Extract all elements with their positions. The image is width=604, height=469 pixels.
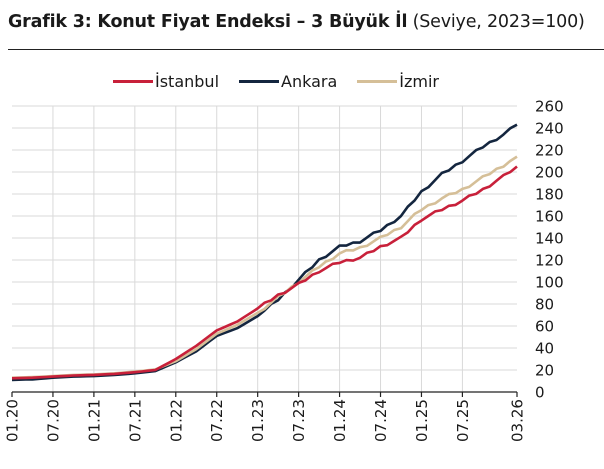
x-tick-label: 07.20	[44, 399, 62, 442]
y-tick-label: 100	[535, 274, 564, 292]
x-tick-label: 07.24	[372, 399, 390, 442]
y-tick-label: 240	[535, 120, 564, 138]
x-tick-label: 07.25	[454, 399, 472, 442]
y-tick-label: 40	[535, 340, 554, 358]
y-tick-label: 140	[535, 230, 564, 248]
chart-gridlines	[12, 105, 517, 392]
legend-swatch-istanbul	[113, 80, 153, 83]
series-line-İzmir	[11, 155, 518, 379]
x-tick-label: 07.22	[208, 399, 226, 442]
legend-label-izmir: İzmir	[399, 72, 440, 91]
y-tick-label: 160	[535, 208, 564, 226]
chart-series	[11, 123, 518, 382]
y-tick-label: 180	[535, 186, 564, 204]
x-tick-label: 01.20	[4, 399, 22, 442]
legend-swatch-ankara	[239, 80, 280, 83]
y-tick-label: 120	[535, 252, 564, 270]
x-tick-label: 01.22	[167, 399, 185, 442]
legend-label-ankara: Ankara	[281, 72, 338, 91]
y-tick-label: 60	[535, 318, 554, 336]
chart-axes: 0 20 40 60 80 100 120 140 160 180 200 220 240 260 01.2…	[4, 98, 564, 443]
legend-swatch-izmir	[357, 80, 398, 83]
x-tick-label: 01.21	[85, 399, 103, 442]
chart-title-bold: Grafik 3: Konut Fiyat Endeksi – 3 Büyük …	[8, 12, 408, 32]
y-tick-label: 220	[535, 142, 564, 160]
x-tick-label: 01.24	[331, 399, 349, 442]
series-line-Ankara	[11, 123, 518, 382]
x-tick-label: 07.21	[126, 399, 144, 442]
legend-item-izmir: İzmir	[357, 72, 439, 91]
y-tick-label: 0	[535, 384, 545, 402]
title-divider	[8, 49, 604, 50]
x-tick-label: 03.26	[509, 399, 527, 442]
chart-title-subtitle: (Seviye, 2023=100)	[407, 12, 585, 32]
chart-title: Grafik 3: Konut Fiyat Endeksi – 3 Büyük …	[8, 12, 585, 32]
series-line-İstanbul	[11, 165, 518, 380]
y-tick-label: 20	[535, 362, 554, 380]
x-tick-label: 07.23	[290, 399, 308, 442]
y-tick-label: 260	[535, 98, 564, 116]
y-tick-label: 200	[535, 164, 564, 182]
x-tick-label: 01.23	[249, 399, 267, 442]
legend-label-istanbul: İstanbul	[155, 72, 220, 91]
x-tick-label: 01.25	[413, 399, 431, 442]
y-tick-label: 80	[535, 296, 554, 314]
chart-legend: İstanbul Ankara İzmir	[113, 72, 459, 91]
legend-item-istanbul: İstanbul	[113, 72, 219, 91]
legend-item-ankara: Ankara	[239, 72, 337, 91]
